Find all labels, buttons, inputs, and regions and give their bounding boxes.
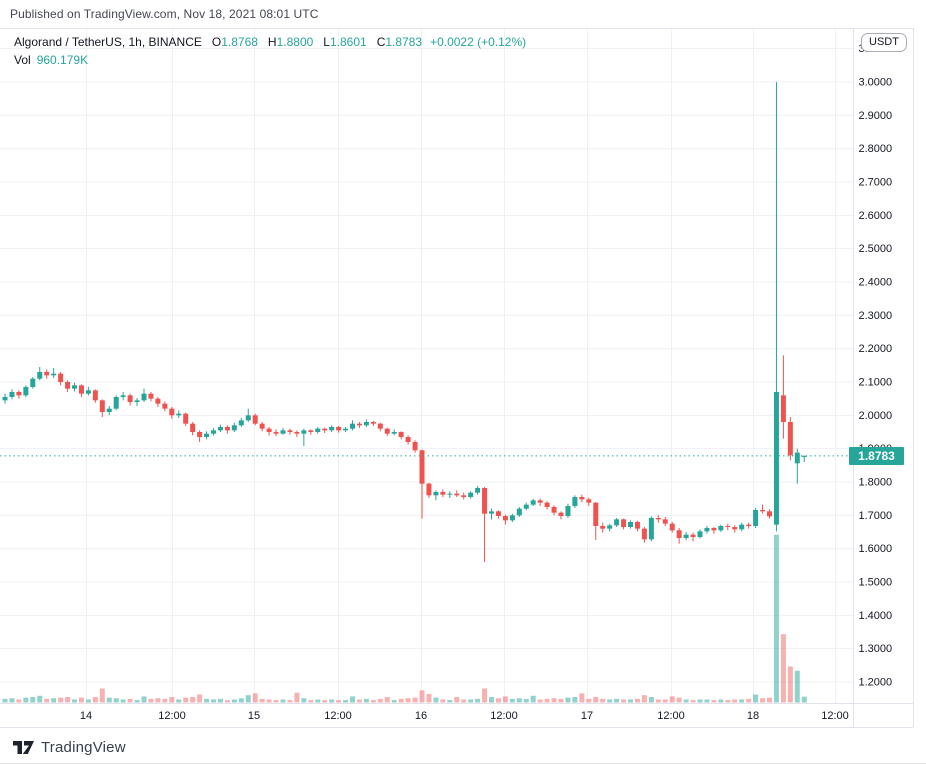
svg-text:2.4000: 2.4000 — [859, 277, 893, 289]
svg-text:1.7000: 1.7000 — [859, 510, 893, 522]
currency-unit-button[interactable]: USDT — [861, 33, 907, 52]
svg-text:2.8000: 2.8000 — [859, 143, 893, 155]
close-value: 1.8783 — [385, 35, 423, 49]
svg-text:1.2000: 1.2000 — [859, 677, 893, 689]
change-value: +0.0022 (+0.12%) — [430, 35, 527, 49]
low-value: 1.8601 — [329, 35, 367, 49]
svg-text:2.5000: 2.5000 — [859, 243, 893, 255]
chart-legend: Algorand / TetherUS, 1h, BINANCE O1.8768 H… — [14, 33, 526, 69]
svg-text:2.3000: 2.3000 — [859, 310, 893, 322]
svg-text:2.7000: 2.7000 — [859, 177, 893, 189]
low-label: L — [323, 35, 330, 49]
open-value: 1.8768 — [221, 35, 258, 49]
svg-text:14: 14 — [80, 710, 92, 722]
svg-text:12:00: 12:00 — [657, 710, 685, 722]
last-price-badge[interactable]: 1.8783 — [849, 446, 904, 465]
volume-label: Vol — [14, 53, 31, 67]
svg-text:15: 15 — [248, 710, 260, 722]
svg-text:16: 16 — [415, 710, 427, 722]
svg-text:2.6000: 2.6000 — [859, 210, 893, 222]
svg-text:1.6000: 1.6000 — [859, 543, 893, 555]
svg-text:1.5000: 1.5000 — [859, 577, 893, 589]
close-label: C — [376, 35, 386, 49]
svg-text:1.8000: 1.8000 — [859, 477, 893, 489]
open-label: O — [211, 35, 222, 49]
svg-text:18: 18 — [747, 710, 759, 722]
svg-text:12:00: 12:00 — [324, 710, 352, 722]
svg-text:12:00: 12:00 — [490, 710, 518, 722]
svg-text:1.3000: 1.3000 — [859, 643, 893, 655]
svg-text:17: 17 — [581, 710, 593, 722]
published-text: Published on TradingView.com, Nov 18, 20… — [10, 7, 319, 21]
high-value: 1.8800 — [276, 35, 314, 49]
published-bar: Published on TradingView.com, Nov 18, 20… — [0, 0, 926, 28]
svg-text:3.0000: 3.0000 — [859, 77, 893, 89]
legend-line-1: Algorand / TetherUS, 1h, BINANCE O1.8768 H… — [14, 33, 526, 51]
high-label: H — [267, 35, 277, 49]
svg-text:2.0000: 2.0000 — [859, 410, 893, 422]
footer: TradingView — [13, 737, 126, 757]
svg-text:1.4000: 1.4000 — [859, 610, 893, 622]
svg-text:12:00: 12:00 — [821, 710, 849, 722]
symbol-title[interactable]: Algorand / TetherUS, 1h, BINANCE — [14, 35, 202, 49]
price-axis[interactable] — [853, 28, 913, 727]
tradingview-logo-icon[interactable] — [13, 740, 34, 755]
legend-line-2: Vol 960.179K — [14, 51, 526, 69]
svg-text:2.9000: 2.9000 — [859, 110, 893, 122]
time-axis[interactable] — [0, 703, 853, 727]
svg-text:12:00: 12:00 — [158, 710, 186, 722]
volume-value: 960.179K — [36, 53, 89, 67]
tradingview-wordmark[interactable]: TradingView — [41, 738, 126, 756]
svg-text:2.1000: 2.1000 — [859, 377, 893, 389]
svg-text:2.2000: 2.2000 — [859, 343, 893, 355]
